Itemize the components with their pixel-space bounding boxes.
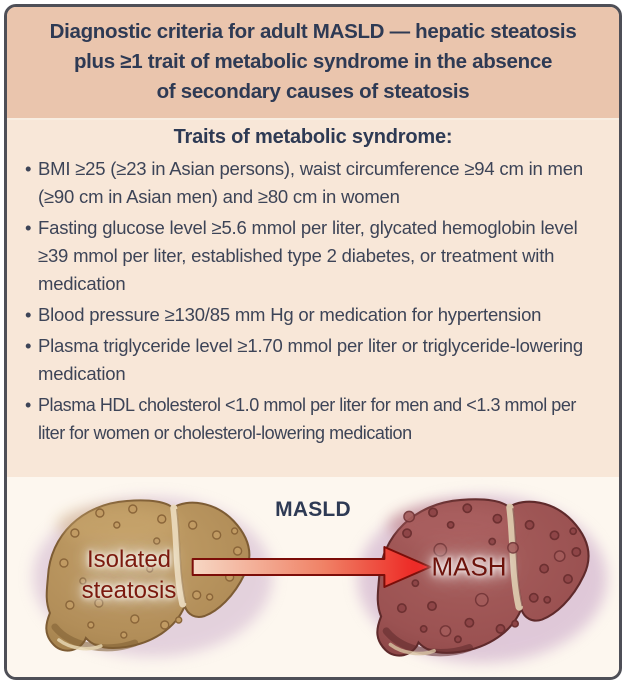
traits-heading: Traits of metabolic syndrome: <box>173 126 453 148</box>
title-line-2: plus ≥1 trait of metabolic syndrome in t… <box>73 50 553 73</box>
trait-item-bmi: BMI ≥25 (≥23 in Asian persons), waist ci… <box>23 155 603 211</box>
figure-title: Diagnostic criteria for adult MASLD — he… <box>7 7 619 120</box>
isolated-steatosis-label-line1: Isolated <box>86 546 172 573</box>
trait-item-hdl: Plasma HDL cholesterol <1.0 mmol per lit… <box>23 391 603 447</box>
right-liver-cleft <box>506 503 523 611</box>
title-line-1: Diagnostic criteria for adult MASLD — he… <box>49 20 577 43</box>
title-line-3: of secondary causes of steatosis <box>156 80 470 103</box>
trait-item-triglyceride: Plasma triglyceride level ≥1.70 mmol per… <box>23 332 603 388</box>
masld-diagnostic-figure: Diagnostic criteria for adult MASLD — he… <box>4 4 622 680</box>
isolated-steatosis-label: Isolated steatosis <box>82 544 177 606</box>
trait-item-glucose: Fasting glucose level ≥5.6 mmol per lite… <box>23 214 603 298</box>
isolated-steatosis-label-line2: steatosis <box>81 577 177 604</box>
trait-item-blood-pressure: Blood pressure ≥130/85 mm Hg or medicati… <box>23 301 603 329</box>
progression-diagram: MASLD Isolated steatosis MASH <box>7 477 619 677</box>
stage-label: MASLD <box>275 498 351 521</box>
left-liver-cleft <box>170 504 187 608</box>
mash-label: MASH <box>431 551 507 582</box>
liver-progression-illustration <box>32 495 608 663</box>
progression-arrow <box>191 546 432 588</box>
steatosis-liver <box>45 499 251 652</box>
criteria-section: Traits of metabolic syndrome: BMI ≥25 (≥… <box>7 120 619 477</box>
mash-liver <box>376 498 590 657</box>
traits-list: BMI ≥25 (≥23 in Asian persons), waist ci… <box>23 155 603 447</box>
